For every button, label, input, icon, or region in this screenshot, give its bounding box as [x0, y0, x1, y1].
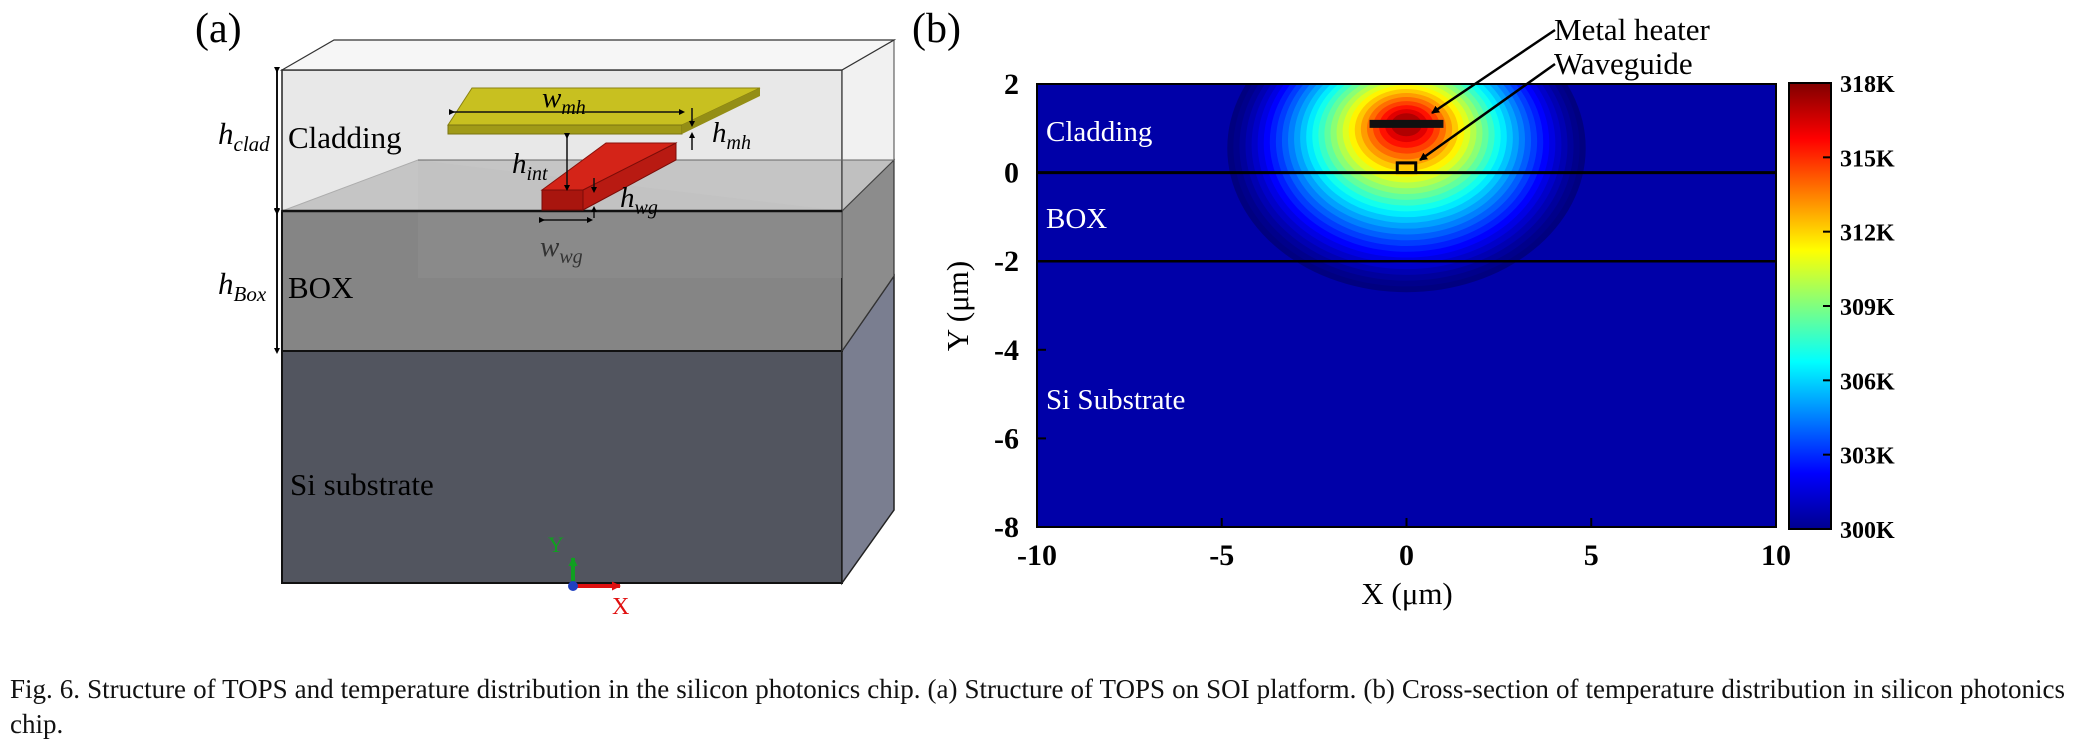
y-axis-title: Y (μm) — [940, 261, 975, 351]
dim-h-box: hBox — [218, 209, 280, 354]
annotation-metal-heater: Metal heater — [1554, 12, 1710, 47]
colorbar-tick-label: 318K — [1840, 72, 1895, 98]
annotation-waveguide: Waveguide — [1554, 46, 1693, 81]
x-tick-label: 5 — [1584, 539, 1599, 572]
triad-y-label: Y — [548, 532, 564, 557]
x-tick-label: 10 — [1761, 539, 1791, 572]
region-label-cladding: Cladding — [1046, 116, 1152, 148]
colorbar-ticks: 318K 315K 312K 309K 306K 303K 300K — [1823, 72, 1895, 544]
waveguide-front — [541, 189, 584, 211]
dim-w-wg-label: wwg — [540, 231, 583, 268]
dim-h-int: hint — [512, 133, 570, 191]
colorbar-tick-label: 312K — [1840, 221, 1895, 247]
triad-x-label: X — [612, 594, 629, 620]
metal-heater-mark — [1369, 119, 1444, 128]
metal-heater-front — [447, 124, 683, 135]
y-axis: 2 0 -2 -4 -6 -8 — [994, 68, 1046, 544]
x-tick-label: -5 — [1209, 539, 1234, 572]
dim-h-wg: hwg — [591, 178, 658, 219]
dim-h-mh-label: hmh — [712, 117, 751, 154]
figure: (a) hclad hBox — [195, 6, 1895, 620]
waveguide-side — [582, 142, 677, 211]
colorbar-tick-label: 303K — [1840, 444, 1895, 470]
figure-caption: Fig. 6. Structure of TOPS and temperatur… — [10, 674, 2065, 739]
waveguide-mark — [1395, 161, 1418, 175]
dim-w-mh-label: wmh — [542, 82, 586, 119]
y-tick-label: -4 — [994, 334, 1019, 367]
dim-h-clad-label: hclad — [218, 116, 270, 156]
metal-heater-side — [682, 88, 760, 134]
region-label-box: BOX — [1046, 203, 1107, 235]
panel-a: (a) hclad hBox — [195, 6, 897, 620]
cladding-top — [279, 39, 897, 71]
colorbar-tick-label: 306K — [1840, 369, 1895, 395]
dim-h-box-label: hBox — [218, 266, 267, 306]
dim-h-clad: hclad — [218, 67, 280, 214]
dim-h-mh: hmh — [689, 108, 751, 154]
y-tick-label: -6 — [994, 422, 1019, 455]
panel-a-cladding-label: Cladding — [288, 120, 402, 155]
dim-w-mh: wmh — [449, 82, 685, 119]
panel-a-substrate-label: Si substrate — [290, 467, 434, 502]
x-tick-label: 0 — [1399, 539, 1414, 572]
y-tick-label: 2 — [1004, 68, 1019, 101]
axis-triad: Y X — [548, 532, 629, 620]
panel-b-label: (b) — [912, 6, 961, 52]
dim-h-int-label: hint — [512, 148, 548, 185]
y-tick-label: -8 — [994, 511, 1019, 544]
annotation-waveguide-arrow — [1419, 62, 1556, 162]
annotation-heater-arrow — [1431, 28, 1556, 115]
dim-h-wg-label: hwg — [620, 182, 658, 219]
x-axis-title: X (μm) — [1361, 576, 1453, 611]
heatmap — [1037, 84, 1776, 527]
panel-a-box-label: BOX — [288, 270, 353, 305]
x-tick-label: -10 — [1017, 539, 1057, 572]
y-tick-label: -2 — [994, 245, 1019, 278]
triad-origin — [568, 581, 578, 591]
panel-b: (b) Cladding BOX Si Substrate Metal heat… — [912, 6, 1895, 611]
dim-w-wg: wwg — [539, 217, 593, 268]
panel-a-label: (a) — [195, 6, 242, 52]
colorbar-tick-label: 315K — [1840, 146, 1895, 172]
colorbar-tick-label: 300K — [1840, 518, 1895, 544]
region-label-substrate: Si Substrate — [1046, 384, 1185, 416]
heatmap-field — [1227, 84, 1586, 293]
colorbar-tick-label: 309K — [1840, 295, 1895, 321]
x-axis: -10 -5 0 5 10 — [1017, 518, 1791, 572]
y-tick-label: 0 — [1004, 157, 1019, 190]
